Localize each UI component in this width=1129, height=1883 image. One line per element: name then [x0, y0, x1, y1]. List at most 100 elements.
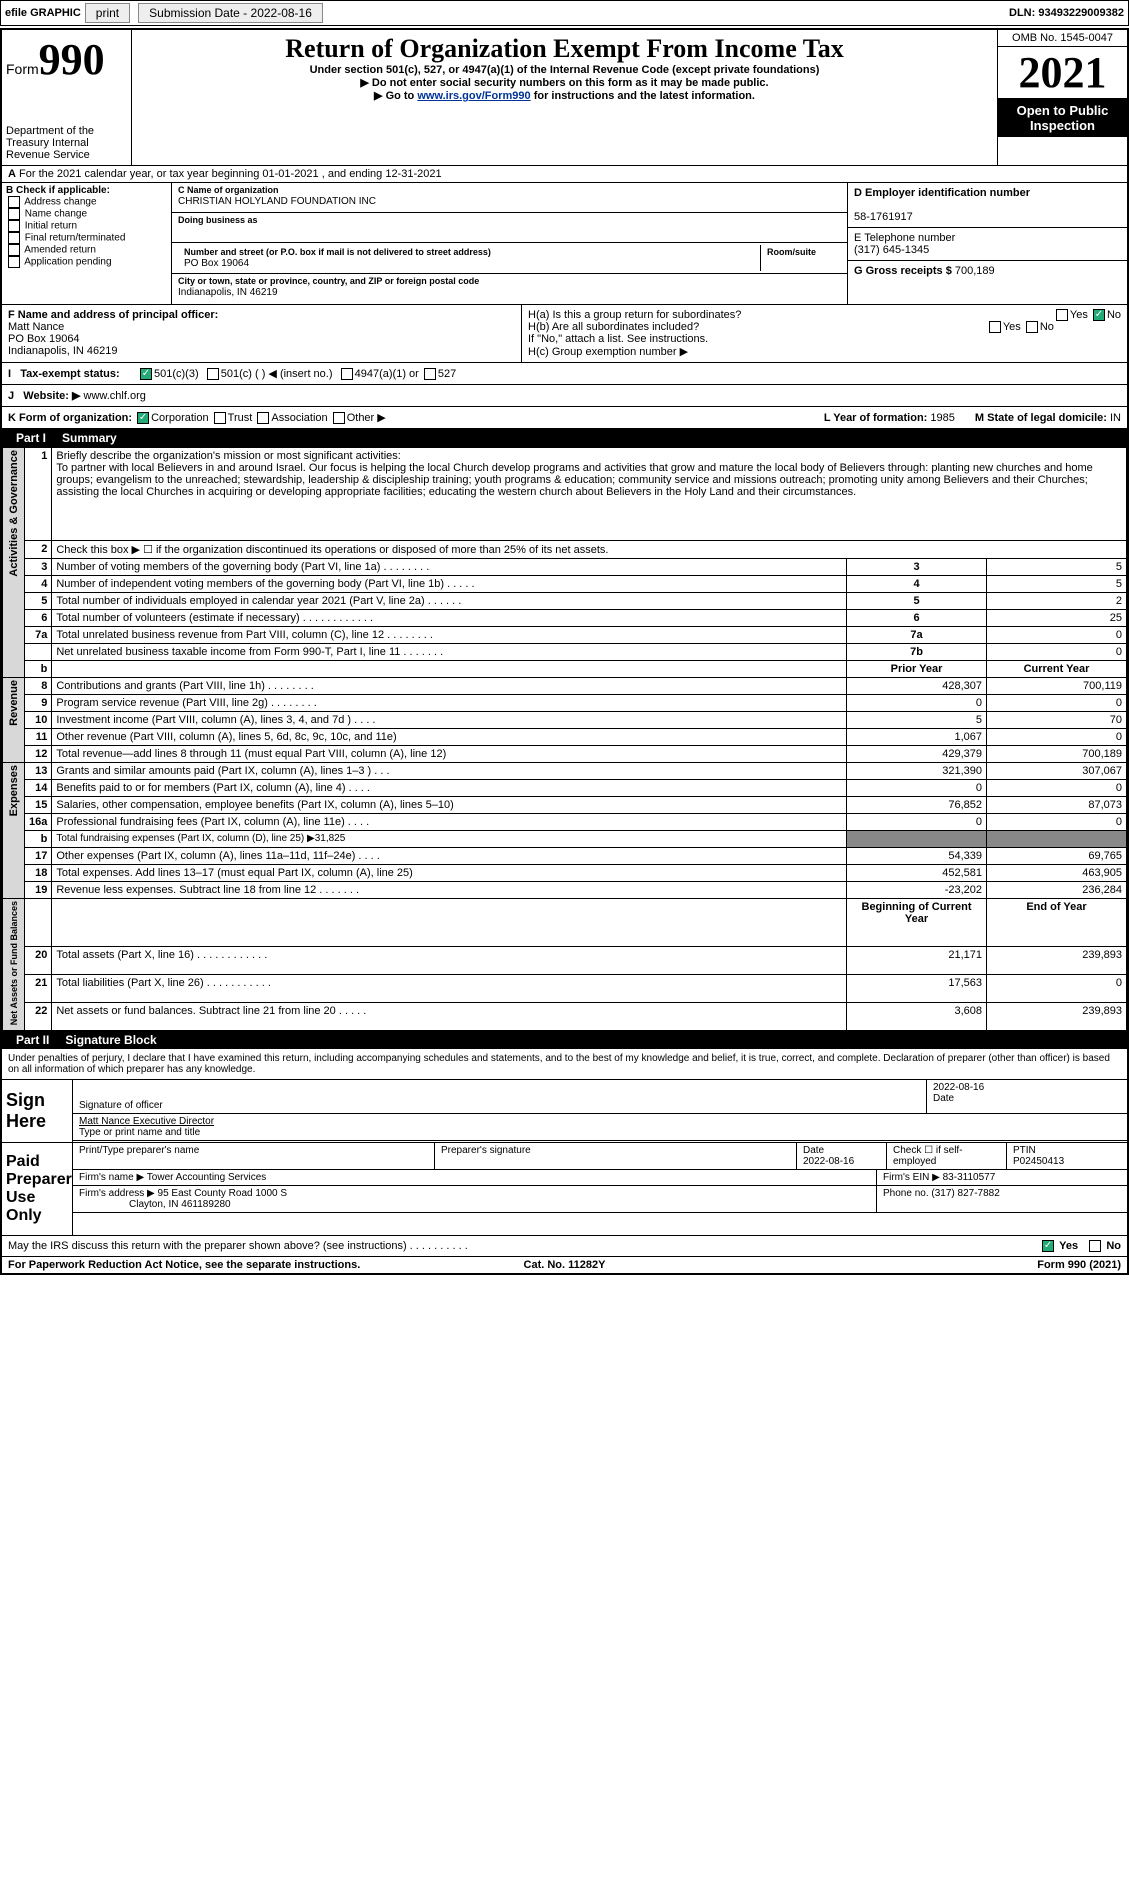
- discuss-text: May the IRS discuss this return with the…: [8, 1240, 468, 1252]
- na-row: Net assets or fund balances. Subtract li…: [52, 1003, 847, 1031]
- dba-lbl: Doing business as: [178, 215, 258, 225]
- c-name-lbl: C Name of organization: [178, 185, 279, 195]
- subtitle-1: Under section 501(c), 527, or 4947(a)(1)…: [140, 64, 989, 76]
- exp-row: Total fundraising expenses (Part IX, col…: [52, 831, 847, 848]
- subtitle-2: ▶ Do not enter social security numbers o…: [140, 76, 989, 89]
- name-title-lbl: Type or print name and title: [79, 1127, 200, 1138]
- side-ag: Activities & Governance: [8, 450, 20, 577]
- website-lbl: Website: ▶: [23, 390, 80, 402]
- sig-date-lbl: Date: [933, 1093, 954, 1104]
- exp-row: Grants and similar amounts paid (Part IX…: [52, 763, 847, 780]
- irs-link[interactable]: www.irs.gov/Form990: [417, 90, 530, 102]
- current-year-hdr: Current Year: [987, 661, 1127, 678]
- opt-name-change: Name change: [25, 209, 87, 220]
- opt-initial: Initial return: [25, 221, 77, 232]
- side-rev: Revenue: [8, 680, 20, 726]
- ptin-val: P02450413: [1013, 1156, 1064, 1167]
- firm-ein-lbl: Firm's EIN ▶: [883, 1172, 940, 1183]
- org-city: Indianapolis, IN 46219: [178, 287, 278, 298]
- k-assoc: Association: [271, 412, 327, 424]
- form-ref: Form 990 (2021): [1037, 1259, 1121, 1271]
- k-lbl: K Form of organization:: [8, 412, 132, 424]
- h-note: If "No," attach a list. See instructions…: [528, 333, 708, 345]
- officer-addr2: Indianapolis, IN 46219: [8, 345, 117, 357]
- side-exp: Expenses: [8, 765, 20, 816]
- 4947a1: 4947(a)(1) or: [355, 368, 419, 380]
- i-lbl: Tax-exempt status:: [20, 368, 119, 380]
- sign-here-label: Sign Here: [2, 1080, 72, 1142]
- h-c: H(c) Group exemption number ▶: [528, 346, 688, 358]
- mission-text: To partner with local Believers in and a…: [56, 462, 1092, 498]
- ag-row: Number of voting members of the governin…: [52, 559, 847, 576]
- omb-number: OMB No. 1545-0047: [998, 30, 1127, 47]
- efile-label: efile GRAPHIC: [5, 7, 81, 19]
- dept-label: Department of the Treasury Internal Reve…: [6, 125, 127, 161]
- goto-post: for instructions and the latest informat…: [531, 90, 755, 102]
- rev-row: Other revenue (Part VIII, column (A), li…: [52, 729, 847, 746]
- 501c: 501(c) ( ) ◀ (insert no.): [221, 367, 333, 380]
- col-c: C Name of organizationCHRISTIAN HOLYLAND…: [172, 183, 847, 304]
- tel-lbl: E Telephone number: [854, 232, 955, 244]
- dln-label: DLN: 93493229009382: [1009, 7, 1124, 19]
- officer-addr1: PO Box 19064: [8, 333, 80, 345]
- exp-row: Professional fundraising fees (Part IX, …: [52, 814, 847, 831]
- gross-lbl: G Gross receipts $: [854, 265, 952, 277]
- ag-l2: Check this box ▶ ☐ if the organization d…: [52, 541, 1127, 559]
- officer-print-name: Matt Nance Executive Director: [79, 1116, 214, 1127]
- 527: 527: [438, 368, 456, 380]
- open-public: Open to Public Inspection: [998, 99, 1127, 137]
- pt-sig-lbl: Preparer's signature: [441, 1145, 531, 1156]
- opt-address-change: Address change: [24, 197, 96, 208]
- addr-lbl: Number and street (or P.O. box if mail i…: [184, 247, 491, 257]
- firm-addr-lbl: Firm's address ▶: [79, 1188, 155, 1199]
- na-row: Total liabilities (Part X, line 26) . . …: [52, 975, 847, 1003]
- exp-row: Other expenses (Part IX, column (A), lin…: [52, 848, 847, 865]
- firm-addr: 95 East County Road 1000 S: [158, 1188, 288, 1199]
- ein-value: 58-1761917: [854, 211, 913, 223]
- exp-row: Salaries, other compensation, employee b…: [52, 797, 847, 814]
- l-val: 1985: [930, 412, 954, 424]
- col-d: D Employer identification number 58-17619…: [847, 183, 1127, 304]
- rev-row: Total revenue—add lines 8 through 11 (mu…: [52, 746, 847, 763]
- k-other: Other ▶: [347, 411, 386, 424]
- opt-final: Final return/terminated: [25, 233, 126, 244]
- tax-year: 2021: [998, 47, 1127, 99]
- cat-no: Cat. No. 11282Y: [379, 1259, 750, 1271]
- begin-year-hdr: Beginning of Current Year: [847, 899, 987, 947]
- sig-date: 2022-08-16: [933, 1082, 984, 1093]
- submission-date-button[interactable]: Submission Date - 2022-08-16: [138, 3, 323, 23]
- officer-name: Matt Nance: [8, 321, 64, 333]
- na-row: Total assets (Part X, line 16) . . . . .…: [52, 946, 847, 974]
- exp-row: Benefits paid to or for members (Part IX…: [52, 780, 847, 797]
- paid-preparer-label: Paid Preparer Use Only: [2, 1143, 72, 1235]
- opt-amended: Amended return: [24, 245, 96, 256]
- h-b: H(b) Are all subordinates included?: [528, 321, 699, 333]
- form-number: 990: [39, 35, 105, 84]
- m-lbl: M State of legal domicile:: [975, 412, 1107, 424]
- top-bar: efile GRAPHIC print Submission Date - 20…: [0, 0, 1129, 26]
- prior-year-hdr: Prior Year: [847, 661, 987, 678]
- part2-lbl: Part II: [8, 1033, 57, 1047]
- ag-row: Net unrelated business taxable income fr…: [52, 644, 847, 661]
- l-lbl: L Year of formation:: [824, 412, 928, 424]
- rev-row: Investment income (Part VIII, column (A)…: [52, 712, 847, 729]
- part2-title: Signature Block: [65, 1033, 156, 1047]
- sig-officer-lbl: Signature of officer: [79, 1100, 163, 1111]
- form-word: Form: [6, 61, 39, 77]
- pra-notice: For Paperwork Reduction Act Notice, see …: [8, 1259, 379, 1271]
- phone-val: (317) 827-7882: [931, 1188, 999, 1199]
- header-mid: Return of Organization Exempt From Incom…: [132, 30, 997, 165]
- k-corp: Corporation: [151, 412, 208, 424]
- part1-lbl: Part I: [8, 431, 54, 445]
- ag-l1: Briefly describe the organization's miss…: [56, 450, 400, 462]
- ein-lbl: D Employer identification number: [854, 187, 1030, 199]
- ag-row: Number of independent voting members of …: [52, 576, 847, 593]
- exp-row: Total expenses. Add lines 13–17 (must eq…: [52, 865, 847, 882]
- ag-row: Total unrelated business revenue from Pa…: [52, 627, 847, 644]
- m-val: IN: [1110, 412, 1121, 424]
- part1-title: Summary: [62, 431, 117, 445]
- h-a: H(a) Is this a group return for subordin…: [528, 309, 741, 321]
- b-title: B Check if applicable:: [6, 185, 110, 196]
- opt-pending: Application pending: [24, 257, 111, 268]
- print-button[interactable]: print: [85, 3, 130, 23]
